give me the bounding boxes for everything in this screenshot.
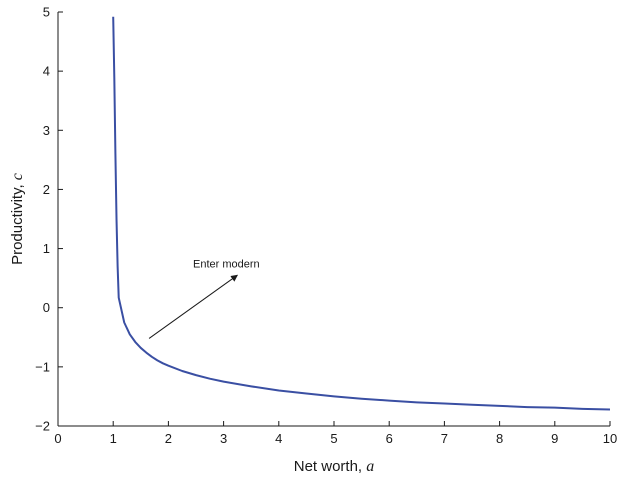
x-tick-label: 8 (496, 431, 503, 446)
series-line (112, 16, 611, 411)
y-tick-label: 1 (43, 241, 50, 256)
x-tick-label: 10 (603, 431, 617, 446)
annotation-text: Enter modern (193, 258, 260, 270)
x-tick-label: 1 (110, 431, 117, 446)
x-axis-variable: a (366, 458, 374, 475)
series (112, 16, 611, 411)
annotations: Enter modern (148, 258, 260, 339)
x-tick-label: 3 (220, 431, 227, 446)
y-axis-label: Productivity, c (9, 173, 26, 265)
x-tick-label: 9 (551, 431, 558, 446)
x-tick-label: 2 (165, 431, 172, 446)
y-tick-label: −2 (35, 419, 50, 434)
y-tick-label: 2 (43, 182, 50, 197)
x-tick-label: 4 (275, 431, 282, 446)
x-axis-label: Net worth, a (294, 458, 375, 475)
x-tick-label: 6 (386, 431, 393, 446)
axes (57, 12, 610, 427)
y-tick-label: 5 (43, 5, 50, 20)
ticks: 0 1 2 3 4 5 6 7 8 9 10 −2 −1 0 1 2 3 4 5 (35, 5, 617, 447)
x-tick-label: 0 (54, 431, 61, 446)
x-axis-label-text: Net worth, (294, 458, 367, 475)
y-tick-label: 0 (43, 300, 50, 315)
y-axis-label-text: Productivity, (9, 180, 26, 265)
y-axis-variable: c (9, 173, 26, 180)
x-tick-label: 5 (330, 431, 337, 446)
y-tick-label: 4 (43, 64, 50, 79)
y-tick-label: 3 (43, 123, 50, 138)
x-tick-label: 7 (441, 431, 448, 446)
axis-labels: Net worth, a Productivity, c (9, 173, 374, 475)
annotation-arrow (148, 274, 238, 339)
y-tick-label: −1 (35, 359, 50, 374)
